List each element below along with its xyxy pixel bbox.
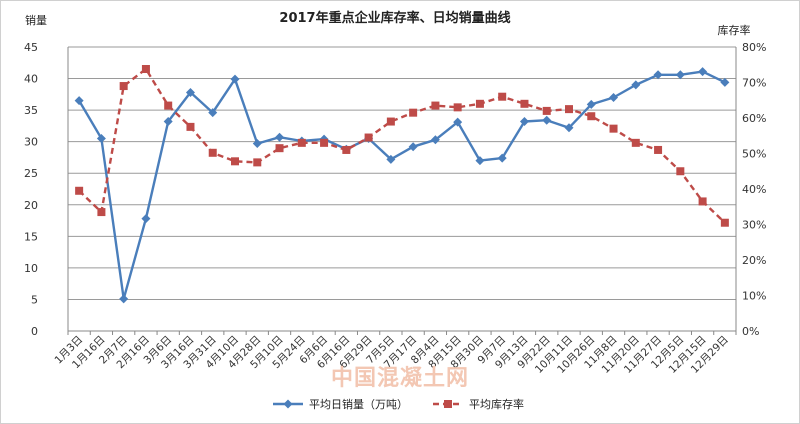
legend-label: 平均库存率 bbox=[469, 397, 524, 411]
y-tick-label: 30 bbox=[24, 136, 38, 149]
y2-tick-label: 60% bbox=[742, 112, 766, 125]
data-point-marker bbox=[297, 138, 306, 147]
data-point-marker bbox=[186, 122, 195, 131]
y2-axis-title: 库存率 bbox=[718, 23, 751, 37]
data-point-marker bbox=[164, 101, 173, 110]
data-point-marker bbox=[565, 105, 573, 114]
y-tick-label: 35 bbox=[24, 104, 38, 117]
data-point-marker bbox=[654, 145, 663, 154]
chart-title: 2017年重点企业库存率、日均销量曲线 bbox=[279, 10, 510, 26]
data-point-marker bbox=[720, 77, 730, 87]
data-point-marker bbox=[430, 135, 440, 145]
data-point-marker bbox=[252, 139, 262, 149]
data-point-marker bbox=[453, 117, 463, 127]
data-point-marker bbox=[208, 148, 217, 157]
y-axis-title: 销量 bbox=[25, 13, 47, 27]
data-point-marker bbox=[431, 101, 440, 110]
series-line bbox=[78, 70, 726, 300]
y2-tick-labels: 0% 10% 20% 30% 40% 50% 60% 70% 80% bbox=[742, 41, 766, 338]
series-line bbox=[78, 67, 726, 224]
data-point-marker bbox=[409, 108, 418, 117]
y-tick-label: 45 bbox=[24, 41, 38, 54]
data-point-marker bbox=[408, 142, 418, 152]
data-point-marker bbox=[230, 74, 240, 84]
legend-label: 平均日销量（万吨） bbox=[309, 397, 408, 411]
data-point-marker bbox=[320, 138, 329, 147]
data-point-marker bbox=[698, 67, 708, 77]
data-point-marker bbox=[542, 106, 551, 115]
y2-tick-label: 20% bbox=[742, 254, 766, 267]
data-point-marker bbox=[586, 99, 596, 109]
y2-tick-label: 0% bbox=[742, 325, 759, 338]
watermark-text: 中国混凝土网 bbox=[331, 365, 469, 391]
data-point-marker bbox=[185, 87, 195, 97]
data-point-marker bbox=[275, 144, 284, 153]
data-point-marker bbox=[587, 112, 596, 121]
y-tick-label: 25 bbox=[24, 167, 38, 180]
y-tick-labels: 0 5 10 15 20 25 30 35 40 45 bbox=[24, 41, 38, 338]
legend-marker bbox=[283, 399, 293, 409]
data-point-marker bbox=[97, 208, 106, 217]
data-point-marker bbox=[675, 70, 685, 80]
data-point-marker bbox=[631, 138, 640, 147]
data-point-marker bbox=[141, 214, 151, 224]
y-tick-label: 40 bbox=[24, 73, 38, 86]
y2-tick-label: 30% bbox=[742, 219, 766, 232]
data-point-marker bbox=[653, 70, 663, 80]
data-point-marker bbox=[231, 157, 239, 166]
data-point-marker bbox=[74, 96, 84, 106]
y2-tick-label: 10% bbox=[742, 290, 766, 303]
data-point-marker bbox=[364, 133, 373, 142]
y-tick-label: 15 bbox=[24, 230, 38, 243]
y-tick-label: 20 bbox=[24, 199, 38, 212]
data-point-marker bbox=[119, 82, 128, 91]
legend: 平均日销量（万吨） 平均库存率 bbox=[273, 397, 524, 411]
data-point-marker bbox=[342, 145, 351, 154]
data-point-marker bbox=[564, 123, 574, 133]
data-point-marker bbox=[253, 158, 262, 167]
y-tick-label: 5 bbox=[31, 293, 38, 306]
data-point-marker bbox=[141, 65, 150, 74]
y-tick-label: 10 bbox=[24, 262, 38, 275]
gridlines bbox=[68, 46, 736, 300]
data-point-marker bbox=[520, 99, 529, 108]
data-point-marker bbox=[386, 117, 395, 126]
data-point-marker bbox=[676, 167, 685, 176]
data-point-marker bbox=[497, 153, 507, 163]
legend-marker bbox=[444, 400, 452, 408]
data-point-marker bbox=[698, 197, 707, 206]
data-point-marker bbox=[163, 116, 173, 126]
data-point-marker bbox=[275, 132, 285, 142]
data-point-marker bbox=[386, 154, 396, 164]
data-point-marker bbox=[519, 116, 529, 126]
data-point-marker bbox=[609, 92, 619, 102]
data-point-marker bbox=[609, 124, 618, 133]
data-point-marker bbox=[75, 186, 84, 195]
data-point-marker bbox=[542, 115, 552, 125]
y2-tick-label: 40% bbox=[742, 183, 766, 196]
data-point-marker bbox=[475, 99, 484, 108]
data-point-marker bbox=[119, 294, 129, 304]
data-point-marker bbox=[631, 80, 641, 90]
axes bbox=[67, 47, 737, 335]
y2-tick-label: 70% bbox=[742, 77, 766, 90]
data-point-marker bbox=[96, 134, 106, 144]
series-layer bbox=[74, 65, 730, 304]
data-point-marker bbox=[208, 108, 218, 118]
data-point-marker bbox=[453, 103, 462, 112]
data-point-marker bbox=[475, 156, 485, 166]
y-tick-label: 0 bbox=[31, 325, 38, 338]
data-point-marker bbox=[498, 92, 507, 101]
y2-tick-label: 50% bbox=[742, 148, 766, 161]
data-point-marker bbox=[720, 218, 729, 227]
y2-tick-label: 80% bbox=[742, 41, 766, 54]
